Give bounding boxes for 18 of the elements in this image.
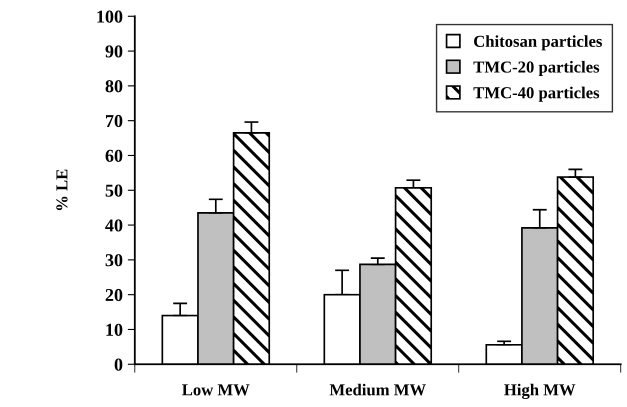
y-tick-label: 50 <box>106 184 122 197</box>
x-tick-label: High MW <box>504 384 576 399</box>
x-tick-label: Low MW <box>182 384 250 396</box>
y-tick-label: 80 <box>106 80 122 92</box>
x-tick-label: Medium MW <box>330 384 426 396</box>
y-tick-label: 70 <box>106 114 122 128</box>
y-tick-label: 60 <box>106 150 122 162</box>
y-tick-label: 20 <box>106 288 122 302</box>
legend-label: TMC-20 particles <box>473 60 600 76</box>
y-tick-label: 100 <box>97 10 122 23</box>
legend-label: Chitosan particles <box>474 35 602 50</box>
y-tick-label: 10 <box>106 324 122 336</box>
y-tick-label: 90 <box>105 45 122 58</box>
y-tick-label: 30 <box>106 254 122 266</box>
legend-label: TMC-40 particles <box>473 86 600 102</box>
y-tick-label: 40 <box>105 219 122 232</box>
y-axis-title: % LE <box>56 170 68 210</box>
y-tick-label: 0 <box>114 358 122 371</box>
